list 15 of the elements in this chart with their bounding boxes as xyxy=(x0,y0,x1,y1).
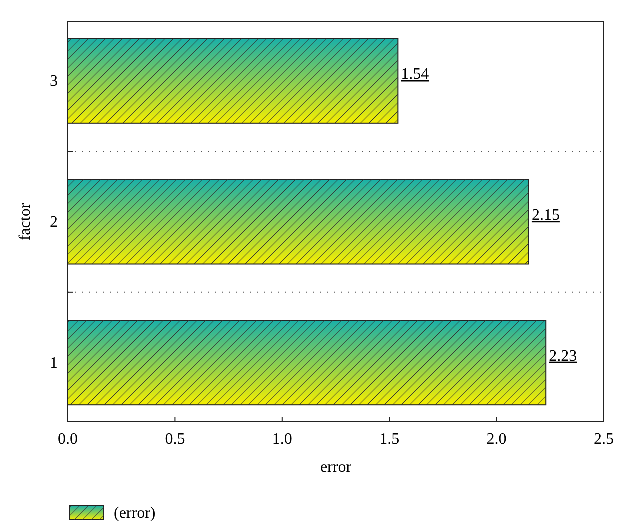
x-tick-label: 2.0 xyxy=(486,431,507,448)
x-tick-label: 2.5 xyxy=(594,431,614,448)
data-label: 2.23 xyxy=(549,348,578,365)
data-label: 2.15 xyxy=(532,207,560,224)
y-tick-label: 3 xyxy=(50,73,58,90)
x-tick-label: 0.0 xyxy=(58,431,78,448)
legend-label: (error) xyxy=(114,505,156,522)
x-tick-label: 0.5 xyxy=(165,431,186,448)
data-label: 1.54 xyxy=(401,66,430,84)
y-axis-title: factor xyxy=(17,202,34,241)
y-tick-label: 2 xyxy=(50,214,58,231)
x-tick-label: 1.0 xyxy=(272,431,292,448)
x-tick-label: 1.5 xyxy=(380,431,400,448)
x-axis-title: error xyxy=(320,459,352,476)
y-tick-label: 1 xyxy=(50,354,58,372)
